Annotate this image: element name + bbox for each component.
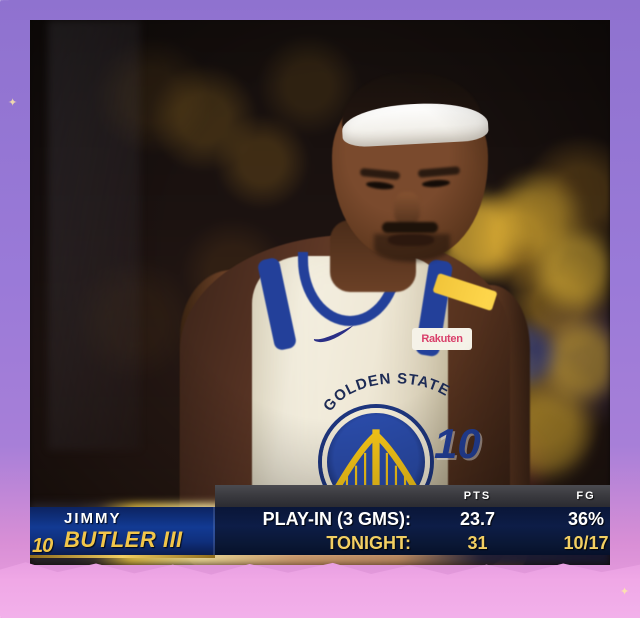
player-first-name: JIMMY (64, 509, 122, 527)
stats-row-playin-fg: 36% (567, 508, 605, 529)
name-panel-jersey-number: 10 (32, 535, 53, 557)
nike-swoosh-icon (313, 325, 354, 343)
broadcast-video-frame: Rakuten GOLDEN STATE (30, 20, 610, 565)
frame-bottom-torn-edge (0, 562, 640, 618)
rakuten-sponsor-patch: Rakuten (412, 328, 472, 350)
jersey-number: 10 (434, 420, 481, 467)
mustache (382, 222, 438, 233)
stats-row-tonight-label: TONIGHT: (326, 532, 411, 553)
player-name-panel: 10 JIMMY BUTLER III (30, 507, 215, 558)
player-stats-panel: PTS FG PLAY-IN (3 GMS): 23.7 36% TONIGHT… (215, 485, 610, 555)
stats-row-tonight: TONIGHT: 31 10/17 (215, 531, 610, 555)
player-last-name: BUTLER III (64, 526, 183, 552)
player-figure: Rakuten GOLDEN STATE (30, 20, 610, 565)
stats-row-playin: PLAY-IN (3 GMS): 23.7 36% (215, 507, 610, 531)
sparkle-icon: ✦ (8, 97, 18, 109)
name-panel-gold-rule (30, 555, 215, 558)
stats-body: PLAY-IN (3 GMS): 23.7 36% TONIGHT: 31 10… (215, 507, 610, 555)
stats-row-playin-label: PLAY-IN (3 GMS): (262, 508, 411, 529)
mouth (388, 234, 434, 246)
stats-column-header-pts: PTS (463, 490, 492, 502)
stats-row-playin-pts: 23.7 (459, 508, 496, 529)
stats-row-tonight-pts: 31 (467, 532, 488, 553)
stats-column-header-fg: FG (576, 490, 596, 502)
stats-header-row: PTS FG (215, 485, 610, 507)
stats-row-tonight-fg: 10/17 (563, 532, 609, 553)
broadcast-lower-third: 10 JIMMY BUTLER III PTS FG PLAY-IN (3 GM… (30, 485, 610, 560)
nose (394, 192, 420, 226)
